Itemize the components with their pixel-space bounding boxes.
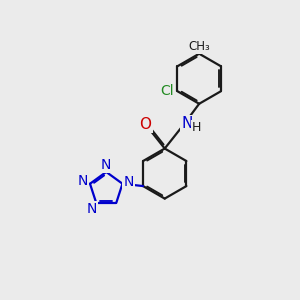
Text: N: N <box>78 175 88 188</box>
Text: O: O <box>140 117 152 132</box>
Text: N: N <box>181 116 193 131</box>
Text: N: N <box>101 158 111 172</box>
Text: N: N <box>87 202 97 216</box>
Text: CH₃: CH₃ <box>188 40 210 53</box>
Text: Cl: Cl <box>160 84 174 98</box>
Text: H: H <box>192 122 202 134</box>
Text: N: N <box>124 175 134 189</box>
